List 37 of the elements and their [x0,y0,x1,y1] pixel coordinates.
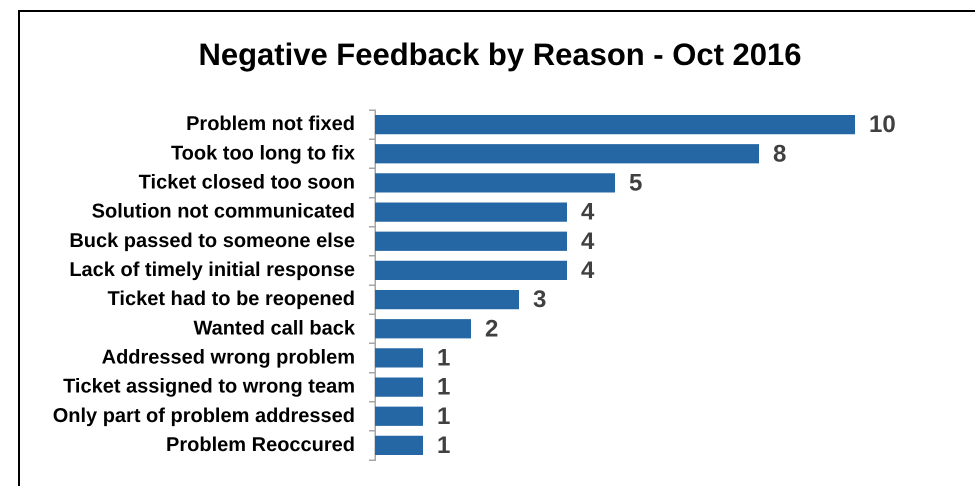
y-tick-label: Ticket had to be reopened [108,288,355,310]
data-label: 10 [869,111,896,138]
y-tick-label: Ticket closed too soon [138,171,355,194]
bar [375,348,423,368]
bar [375,232,567,251]
y-tick-label: Took too long to fix [170,142,355,164]
y-tick-label: Solution not communicated [92,200,355,223]
bar [375,260,567,280]
data-label: 1 [437,432,450,460]
data-label: 1 [437,374,450,401]
data-label: 2 [485,315,498,342]
data-label: 4 [581,257,595,284]
data-label: 8 [773,140,786,168]
data-label: 4 [581,228,595,255]
bar [375,319,471,338]
y-tick-label: Ticket assigned to wrong team [63,376,355,398]
data-label: 1 [437,344,450,372]
bar [375,144,759,164]
bar [375,173,615,193]
data-label: 3 [533,286,546,314]
bar [375,406,423,426]
y-tick-label: Problem not fixed [186,113,355,136]
data-label: 1 [437,402,450,430]
bar [375,436,423,456]
chart-title: Negative Feedback by Reason - Oct 2016 [198,36,802,74]
y-tick-label: Only part of problem addressed [52,404,355,427]
bar [375,114,855,134]
bar [375,202,567,222]
y-tick-label: Wanted call back [193,317,356,340]
data-label: 4 [581,198,595,226]
y-tick-label: Addressed wrong problem [102,346,355,368]
data-label: 5 [629,170,642,197]
bar [375,290,519,310]
y-tick-label: Problem Reoccured [166,434,355,456]
bar [375,377,423,397]
y-tick-label: Lack of timely initial response [69,258,355,281]
y-tick-label: Buck passed to someone else [69,230,355,252]
